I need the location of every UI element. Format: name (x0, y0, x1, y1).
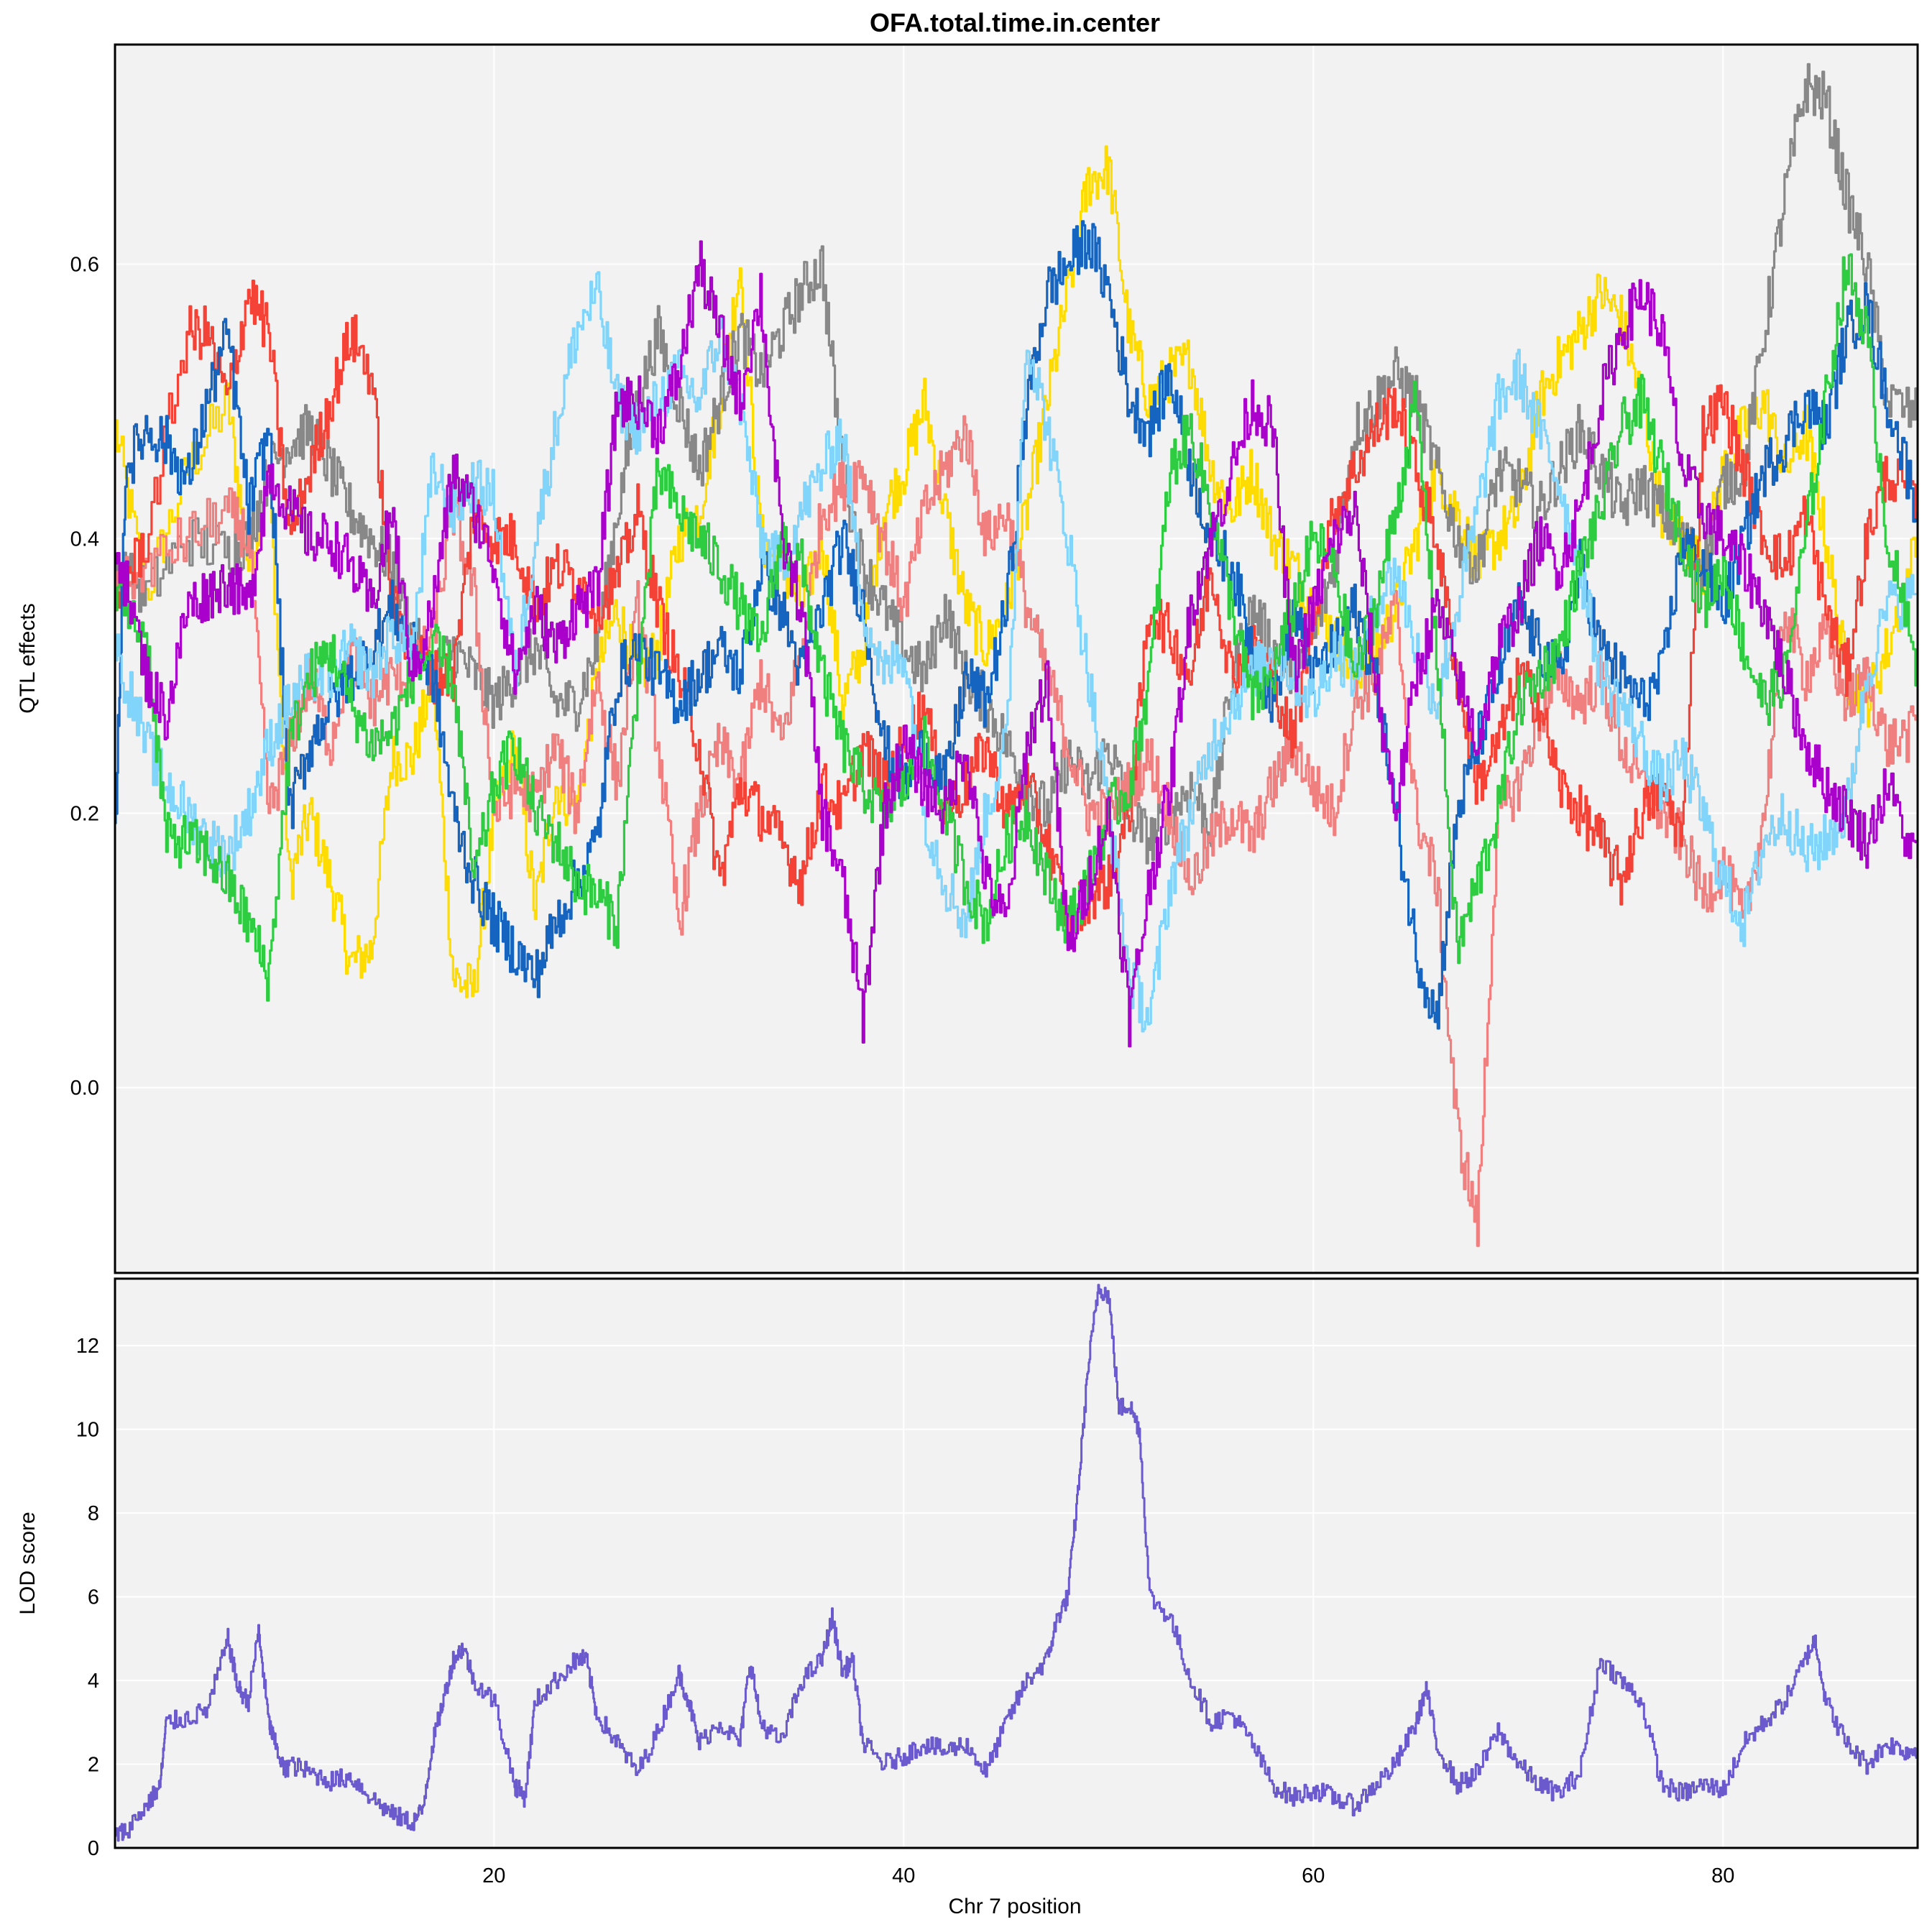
effects-panel-frame (114, 43, 1919, 1274)
lod-y-tick-label: 8 (88, 1502, 99, 1525)
lod-series-group (115, 1284, 1918, 1842)
lod-series-line (115, 1284, 1918, 1842)
effects-series-line (115, 220, 1918, 1030)
lod-y-tick-labels: 0 2 4 6 8 10 12 (76, 1335, 99, 1860)
effects-y-tick-label: 0.2 (70, 802, 99, 825)
lod-y-tick-label: 12 (76, 1335, 99, 1358)
effects-panel: 0.0 0.2 0.4 0.6 (70, 43, 1919, 1274)
x-tick-label: 60 (1302, 1864, 1325, 1887)
x-tick-label: 20 (482, 1864, 505, 1887)
lod-y-axis-label: LOD score (16, 1512, 40, 1614)
lod-panel: 0 2 4 6 8 10 12 20 40 60 80 (76, 1277, 1919, 1887)
lod-y-tick-label: 0 (88, 1837, 99, 1860)
x-tick-label: 40 (892, 1864, 915, 1887)
effects-series-line (115, 271, 1918, 1033)
effects-series-group (115, 63, 1918, 1247)
effects-y-axis-label: QTL effects (16, 603, 40, 713)
lod-y-tick-label: 10 (76, 1419, 99, 1442)
effects-y-tick-label: 0.6 (70, 254, 99, 277)
effects-series-line (115, 145, 1918, 998)
lod-x-tick-labels: 20 40 60 80 (482, 1864, 1734, 1887)
effects-y-tick-labels: 0.0 0.2 0.4 0.6 (70, 254, 99, 1100)
effects-series-line (115, 240, 1918, 1048)
x-axis-label: Chr 7 position (948, 1895, 1081, 1918)
lod-panel-frame (114, 1277, 1919, 1849)
effects-y-tick-label: 0.0 (70, 1077, 99, 1100)
chart-title: OFA.total.time.in.center (870, 8, 1160, 37)
lod-y-tick-label: 4 (88, 1670, 99, 1693)
x-tick-label: 80 (1711, 1864, 1734, 1887)
lod-y-tick-label: 2 (88, 1754, 99, 1777)
lod-panel-background (115, 1279, 1918, 1848)
lod-y-tick-label: 6 (88, 1586, 99, 1609)
effects-y-tick-label: 0.4 (70, 528, 99, 551)
